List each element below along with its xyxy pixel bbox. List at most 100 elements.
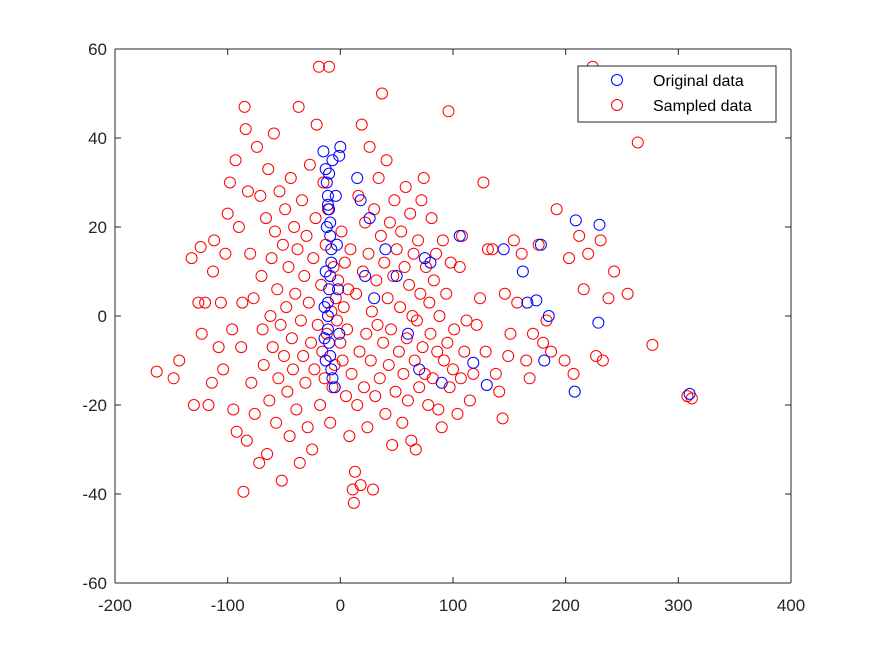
sampled-data-point-147: [380, 154, 393, 167]
sampled-data-point-27: [238, 100, 251, 113]
sampled-data-point-61: [282, 261, 295, 274]
sampled-data-point-222: [507, 234, 520, 247]
sampled-data-point-121: [351, 399, 364, 411]
sampled-data-point-70: [292, 100, 305, 113]
legend-marker-sampled-data: [611, 99, 623, 111]
sampled-data-point-68: [290, 403, 303, 416]
sampled-data-point-174: [412, 234, 425, 247]
sampled-data-point-5: [192, 296, 205, 309]
original-data-point-40: [401, 327, 414, 340]
original-data-point-26: [326, 154, 339, 167]
original-data-point-46: [467, 356, 480, 369]
sampled-data-point-116: [345, 367, 358, 380]
sampled-data-point-177: [415, 194, 428, 207]
sampled-data-point-22: [230, 425, 243, 438]
original-data-point-21: [318, 301, 331, 314]
sampled-data-point-73: [296, 194, 309, 207]
sampled-data-point-131: [362, 247, 375, 260]
y-tick-label: 60: [88, 40, 107, 59]
x-tick-label: -100: [211, 596, 245, 615]
sampled-data-point-238: [582, 247, 595, 260]
original-data-point-22: [319, 265, 332, 278]
sampled-data-point-151: [385, 323, 398, 336]
sampled-data-point-45: [264, 310, 277, 322]
x-tick-label: 200: [551, 596, 579, 615]
original-data-point-52: [534, 238, 547, 251]
sampled-data-point-47: [266, 341, 279, 354]
sampled-data-point-231: [545, 345, 558, 358]
sampled-data-point-111: [339, 390, 352, 403]
sampled-data-point-30: [241, 185, 254, 198]
sampled-data-point-42: [261, 447, 274, 460]
sampled-data-point-207: [460, 314, 473, 327]
sampled-data-point-178: [416, 341, 429, 354]
sampled-data-point-60: [281, 385, 294, 398]
sampled-data-point-64: [285, 332, 298, 345]
original-data-point-57: [592, 316, 605, 329]
sampled-data-point-71: [293, 456, 306, 469]
series-original-data: [317, 140, 696, 400]
sampled-data-point-141: [373, 372, 386, 385]
original-data-point-41: [413, 363, 426, 376]
sampled-data-point-223: [511, 296, 524, 309]
original-data-point-55: [568, 385, 581, 398]
sampled-data-point-55: [275, 474, 288, 487]
sampled-data-point-196: [441, 336, 454, 349]
sampled-data-point-179: [417, 172, 430, 185]
original-data-point-47: [480, 378, 493, 391]
x-tick-label: -200: [98, 596, 132, 615]
sampled-data-point-158: [394, 301, 407, 314]
sampled-data-point-46: [265, 252, 278, 265]
sampled-data-point-15: [217, 363, 230, 376]
sampled-data-point-210: [470, 318, 483, 331]
sampled-data-point-6: [194, 241, 207, 254]
sampled-data-point-190: [432, 403, 445, 416]
sampled-data-point-155: [389, 385, 402, 398]
sampled-data-point-110: [338, 256, 351, 269]
sampled-data-point-137: [369, 390, 382, 403]
sampled-data-point-229: [537, 336, 550, 349]
sampled-data-point-172: [409, 443, 422, 456]
sampled-data-point-160: [396, 416, 409, 429]
sampled-data-point-65: [287, 363, 300, 376]
original-data-point-27: [329, 189, 342, 202]
x-tick-label: 300: [664, 596, 692, 615]
original-data-point-43: [424, 256, 437, 269]
sampled-data-point-193: [436, 234, 449, 247]
original-data-point-59: [683, 387, 696, 400]
sampled-data-point-192: [435, 421, 448, 434]
sampled-data-point-134: [365, 305, 378, 318]
original-data-point-33: [351, 172, 364, 185]
sampled-data-point-120: [350, 287, 363, 300]
original-data-point-15: [324, 350, 337, 363]
sampled-data-point-77: [300, 229, 313, 242]
sampled-data-point-170: [407, 247, 420, 260]
sampled-data-point-164: [400, 332, 413, 345]
original-data-point-51: [530, 294, 543, 307]
sampled-data-point-66: [288, 221, 301, 233]
sampled-data-point-204: [454, 372, 467, 385]
sampled-data-point-169: [406, 310, 419, 322]
original-data-point-48: [497, 243, 510, 256]
sampled-data-point-33: [247, 292, 260, 305]
sampled-data-point-115: [344, 243, 357, 256]
sampled-data-point-235: [567, 367, 580, 380]
sampled-data-point-49: [268, 225, 281, 238]
original-data-point-39: [390, 269, 403, 282]
sampled-data-point-241: [594, 234, 607, 247]
sampled-data-point-7: [195, 327, 208, 340]
y-tick-label: 0: [98, 307, 107, 326]
sampled-data-point-11: [207, 265, 220, 278]
sampled-data-point-140: [372, 172, 385, 185]
original-data-point-20: [318, 332, 331, 345]
sampled-data-point-142: [374, 229, 387, 242]
sampled-data-point-181: [419, 261, 432, 274]
sampled-data-point-4: [187, 399, 200, 411]
sampled-data-point-163: [399, 180, 412, 193]
legend-label-original-data: Original data: [653, 73, 744, 90]
sampled-data-point-217: [493, 385, 506, 398]
sampled-data-point-56: [276, 238, 289, 251]
sampled-data-point-182: [422, 399, 435, 411]
original-data-point-1: [319, 163, 332, 176]
